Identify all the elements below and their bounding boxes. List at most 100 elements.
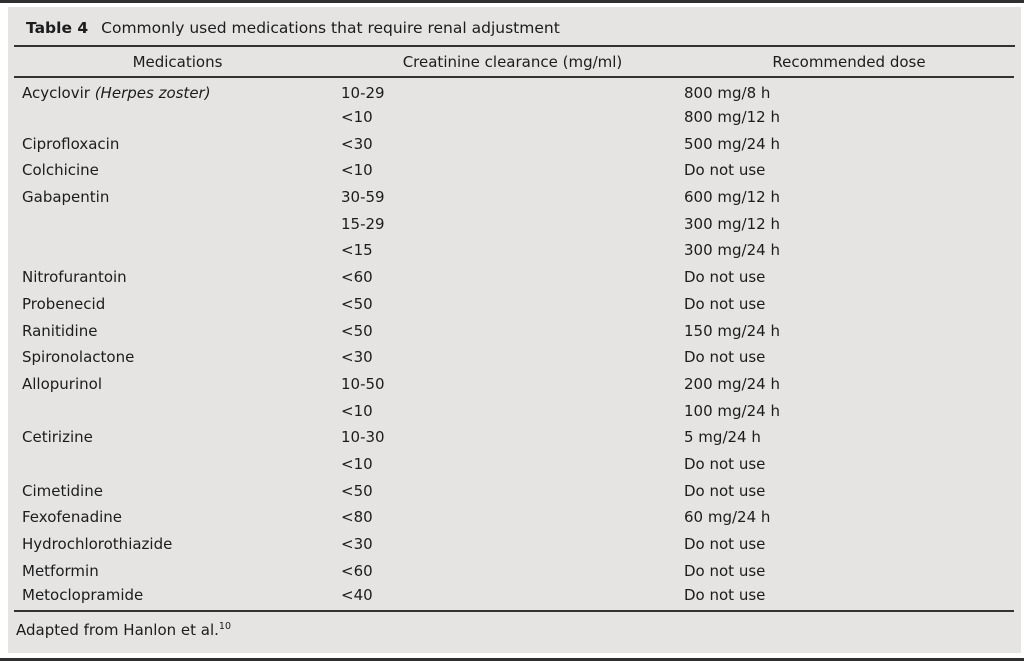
- clearance-cell: 30-59: [341, 188, 385, 207]
- dose-cell: 500 mg/24 h: [684, 134, 780, 153]
- clearance-cell: <80: [341, 508, 373, 527]
- clearance-cell: <30: [341, 134, 373, 153]
- table-header-row: Medications Creatinine clearance (mg/ml)…: [14, 47, 1014, 78]
- medication-cell: [14, 451, 341, 478]
- clearance-cell: <50: [341, 294, 373, 313]
- table-row: Ciprofloxacin <30 500 mg/24 h: [14, 130, 1014, 157]
- medication-name: Cetirizine: [22, 428, 93, 447]
- dose-cell: 300 mg/24 h: [684, 241, 780, 260]
- clearance-cell: <30: [341, 535, 373, 554]
- dose-cell: Do not use: [684, 586, 766, 605]
- dose-cell: 600 mg/12 h: [684, 188, 780, 207]
- clearance-cell: <10: [341, 454, 373, 473]
- medication-name: Spironolactone: [22, 348, 135, 367]
- table-body: Acyclovir (Herpes zoster) 10-29 800 mg/8 h…: [14, 77, 1014, 611]
- table-row: <10 100 mg/24 h: [14, 397, 1014, 424]
- clearance-cell: <50: [341, 321, 373, 340]
- medication-cell: Hydrochlorothiazide: [14, 531, 341, 558]
- table-row: Probenecid <50 Do not use: [14, 291, 1014, 318]
- medication-name: Gabapentin: [22, 188, 110, 207]
- medication-cell: Allopurinol: [14, 371, 341, 398]
- dose-cell: Do not use: [684, 161, 766, 180]
- dose-cell: Do not use: [684, 454, 766, 473]
- dose-cell: 200 mg/24 h: [684, 374, 780, 393]
- table-row: 15-29 300 mg/12 h: [14, 210, 1014, 237]
- medication-name: Acyclovir: [22, 84, 90, 103]
- medication-name: Cimetidine: [22, 481, 103, 500]
- table-footnote: Adapted from Hanlon et al.10: [8, 612, 1021, 640]
- dose-cell: Do not use: [684, 268, 766, 287]
- medication-name: Allopurinol: [22, 374, 102, 393]
- clearance-cell: <40: [341, 586, 373, 605]
- medication-cell: Ciprofloxacin: [14, 130, 341, 157]
- clearance-cell: <60: [341, 268, 373, 287]
- clearance-cell: <50: [341, 481, 373, 500]
- medication-name: Nitrofurantoin: [22, 268, 127, 287]
- table-row: Allopurinol 10-50 200 mg/24 h: [14, 371, 1014, 398]
- table-caption-label: Table 4: [26, 19, 89, 37]
- dose-cell: 800 mg/12 h: [684, 108, 780, 127]
- medication-name: Metoclopramide: [22, 586, 144, 605]
- table-row: Acyclovir (Herpes zoster) 10-29 800 mg/8 h: [14, 77, 1014, 104]
- clearance-cell: 10-50: [341, 374, 385, 393]
- medication-name: Metformin: [22, 561, 99, 580]
- table-row: Fexofenadine <80 60 mg/24 h: [14, 504, 1014, 531]
- bottom-border-rule: [0, 658, 1024, 661]
- medication-cell: Probenecid: [14, 291, 341, 318]
- medication-cell: Metoclopramide: [14, 584, 341, 611]
- medication-name: Colchicine: [22, 161, 99, 180]
- table-row: Hydrochlorothiazide <30 Do not use: [14, 531, 1014, 558]
- dose-cell: 100 mg/24 h: [684, 401, 780, 420]
- medication-name: Fexofenadine: [22, 508, 122, 527]
- clearance-cell: <15: [341, 241, 373, 260]
- medication-cell: Acyclovir (Herpes zoster): [14, 77, 341, 104]
- table-row: <15 300 mg/24 h: [14, 237, 1014, 264]
- dose-cell: 300 mg/12 h: [684, 214, 780, 233]
- medication-cell: Gabapentin: [14, 184, 341, 211]
- top-border-rule: [0, 0, 1024, 3]
- footnote-text: Adapted from Hanlon et al.: [16, 620, 219, 639]
- medication-name: Probenecid: [22, 294, 106, 313]
- medications-table: Medications Creatinine clearance (mg/ml)…: [14, 47, 1014, 612]
- dose-cell: 60 mg/24 h: [684, 508, 771, 527]
- medication-cell: Cetirizine: [14, 424, 341, 451]
- table-row: <10 800 mg/12 h: [14, 104, 1014, 131]
- medication-cell: Fexofenadine: [14, 504, 341, 531]
- table-row: Colchicine <10 Do not use: [14, 157, 1014, 184]
- table-row: Nitrofurantoin <60 Do not use: [14, 264, 1014, 291]
- table-row: Gabapentin 30-59 600 mg/12 h: [14, 184, 1014, 211]
- clearance-cell: <10: [341, 401, 373, 420]
- medication-cell: [14, 104, 341, 131]
- medication-cell: Metformin: [14, 557, 341, 584]
- table-row: Cetirizine 10-30 5 mg/24 h: [14, 424, 1014, 451]
- clearance-cell: 15-29: [341, 214, 385, 233]
- column-header-creatinine-clearance: Creatinine clearance (mg/ml): [341, 47, 684, 78]
- column-header-medications: Medications: [14, 47, 341, 78]
- dose-cell: Do not use: [684, 561, 766, 580]
- medication-cell: Ranitidine: [14, 317, 341, 344]
- dose-cell: Do not use: [684, 481, 766, 500]
- medication-note: (Herpes zoster): [89, 84, 211, 103]
- table-header: Medications Creatinine clearance (mg/ml)…: [14, 47, 1014, 78]
- dose-cell: 150 mg/24 h: [684, 321, 780, 340]
- table-row: Metoclopramide <40 Do not use: [14, 584, 1014, 611]
- medication-name: Hydrochlorothiazide: [22, 535, 173, 554]
- table-row: <10 Do not use: [14, 451, 1014, 478]
- clearance-cell: 10-29: [341, 84, 385, 103]
- dose-cell: Do not use: [684, 294, 766, 313]
- table-row: Cimetidine <50 Do not use: [14, 477, 1014, 504]
- dose-cell: Do not use: [684, 348, 766, 367]
- table-caption-title: Commonly used medications that require r…: [101, 19, 560, 37]
- clearance-cell: <30: [341, 348, 373, 367]
- table-caption: Table 4 Commonly used medications that re…: [14, 7, 1015, 47]
- medication-cell: [14, 210, 341, 237]
- column-header-recommended-dose: Recommended dose: [684, 47, 1014, 78]
- dose-cell: 5 mg/24 h: [684, 428, 761, 447]
- clearance-cell: <10: [341, 108, 373, 127]
- table-row: Ranitidine <50 150 mg/24 h: [14, 317, 1014, 344]
- clearance-cell: 10-30: [341, 428, 385, 447]
- medication-cell: [14, 397, 341, 424]
- dose-cell: 800 mg/8 h: [684, 84, 771, 103]
- dose-cell: Do not use: [684, 535, 766, 554]
